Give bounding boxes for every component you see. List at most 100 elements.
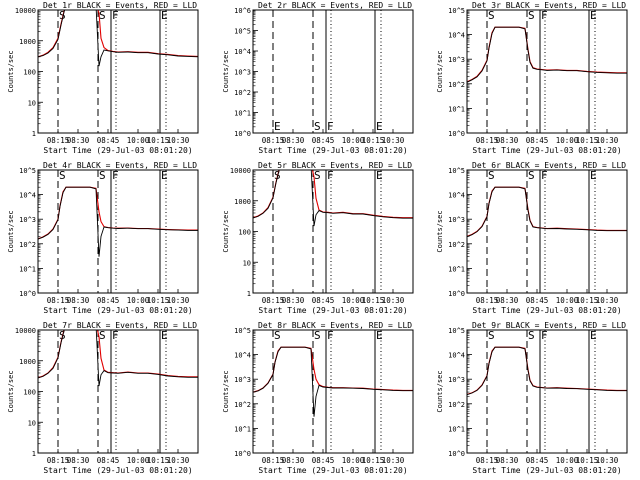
panel-title: Det 5r BLACK = Events, RED = LLD — [258, 161, 412, 170]
marker-label: S — [528, 329, 535, 342]
y-tick-label: 10^4 — [234, 48, 251, 56]
panel-p8: Det 8r BLACK = Events, RED = LLD 10^0 10^1… — [222, 321, 414, 475]
x-tick-label: 08:15 — [262, 456, 285, 465]
y-tick-label: 10^4 — [19, 192, 36, 200]
x-axis-label: Start Time (29-Jul-03 08:01:20) — [472, 146, 621, 155]
marker-label: F — [541, 169, 548, 182]
x-tick-label: 10:30 — [167, 456, 190, 465]
panel-title: Det 6r BLACK = Events, RED = LLD — [472, 161, 626, 170]
panel-title: Det 2r BLACK = Events, RED = LLD — [258, 1, 412, 10]
x-tick-label: 08:15 — [476, 136, 499, 145]
y-tick-label: 10^5 — [448, 167, 465, 175]
y-tick-label: 10^5 — [234, 327, 251, 335]
x-tick-label: 10:00 — [127, 296, 150, 305]
x-tick-label: 08:15 — [262, 136, 285, 145]
marker-label: S — [528, 169, 535, 182]
plot-frame — [252, 9, 414, 134]
marker-label: E — [590, 9, 597, 22]
y-tick-label: 10^5 — [448, 7, 465, 15]
panel-title: Det 7r BLACK = Events, RED = LLD — [43, 321, 197, 330]
marker-label: F — [541, 9, 548, 22]
panel-p7: Det 7r BLACK = Events, RED = LLD 1 10 100 10… — [7, 321, 199, 475]
marker-label: S — [99, 329, 106, 342]
x-tick-label: 08:15 — [476, 456, 499, 465]
marker-label: S — [488, 329, 495, 342]
marker-label: S — [99, 9, 106, 22]
marker-label: E — [376, 120, 383, 133]
x-tick-label: 08:15 — [47, 456, 70, 465]
y-tick-label: 1 — [247, 290, 251, 298]
plot-frame — [466, 9, 628, 134]
y-tick-label: 10^2 — [234, 89, 251, 97]
y-tick-label: 10^3 — [448, 56, 465, 64]
panel-p5: Det 5r BLACK = Events, RED = LLD 1 10 100 10… — [222, 161, 414, 315]
marker-label: S — [314, 329, 321, 342]
x-tick-label: 10:00 — [342, 296, 365, 305]
y-tick-label: 10^1 — [448, 425, 465, 433]
x-tick-label: 08:30 — [496, 296, 519, 305]
y-axis-label: Counts/sec — [436, 210, 444, 252]
x-tick-label: 10:00 — [127, 136, 150, 145]
marker-label: E — [590, 329, 597, 342]
x-tick-label: 08:45 — [526, 136, 549, 145]
x-tick-label: 08:30 — [282, 456, 305, 465]
x-tick-label: 10:00 — [556, 456, 579, 465]
x-tick-label: 10:00 — [342, 456, 365, 465]
x-tick-label: 10:30 — [382, 296, 405, 305]
panel-p2: Det 2r BLACK = Events, RED = LLD 10^0 10^1… — [222, 1, 414, 155]
marker-label: S — [488, 9, 495, 22]
x-tick-label: 10:30 — [596, 456, 619, 465]
marker-label: S — [59, 169, 66, 182]
x-tick-label: 10:15 — [362, 296, 385, 305]
marker-label: S — [314, 169, 321, 182]
y-tick-label: 1000 — [234, 198, 251, 206]
y-tick-label: 10^0 — [234, 450, 251, 458]
x-tick-label: 08:45 — [312, 136, 335, 145]
marker-label: S — [274, 329, 281, 342]
y-tick-label: 10^4 — [234, 352, 251, 360]
y-tick-label: 100 — [23, 389, 36, 397]
y-tick-label: 10^1 — [448, 265, 465, 273]
y-axis-label: Counts/sec — [436, 370, 444, 412]
series-line-events — [253, 170, 413, 227]
y-tick-label: 100 — [23, 69, 36, 77]
x-tick-label: 10:30 — [167, 296, 190, 305]
panel-title: Det 3r BLACK = Events, RED = LLD — [472, 1, 626, 10]
plot-frame — [37, 329, 199, 454]
x-tick-label: 10:00 — [556, 136, 579, 145]
y-axis-label: Counts/sec — [222, 210, 230, 252]
series-line-lld — [38, 186, 198, 240]
x-tick-label: 08:30 — [496, 456, 519, 465]
panel-p6: Det 6r BLACK = Events, RED = LLD 10^0 10^1… — [436, 161, 628, 315]
x-tick-label: 10:30 — [596, 136, 619, 145]
y-tick-label: 10^4 — [448, 32, 465, 40]
y-axis-label: Counts/sec — [222, 50, 230, 92]
x-tick-label: 08:30 — [496, 136, 519, 145]
y-axis-label: Counts/sec — [222, 370, 230, 412]
series-line-events — [467, 26, 627, 83]
panel-title: Det 9r BLACK = Events, RED = LLD — [472, 321, 626, 330]
y-tick-label: 10^2 — [448, 241, 465, 249]
marker-label: S — [99, 169, 106, 182]
panel-title: Det 1r BLACK = Events, RED = LLD — [43, 1, 197, 10]
y-tick-label: 10^0 — [448, 290, 465, 298]
y-tick-label: 10^1 — [234, 110, 251, 118]
series-line-events — [38, 186, 198, 257]
marker-label: E — [590, 169, 597, 182]
y-tick-label: 100 — [238, 229, 251, 237]
x-tick-label: 08:30 — [67, 136, 90, 145]
x-tick-label: 08:45 — [312, 296, 335, 305]
x-tick-label: 10:00 — [556, 296, 579, 305]
y-axis-label: Counts/sec — [7, 370, 15, 412]
marker-label: E — [161, 169, 168, 182]
marker-label: E — [161, 9, 168, 22]
marker-label: E — [376, 169, 383, 182]
x-axis-label: Start Time (29-Jul-03 08:01:20) — [43, 306, 192, 315]
x-tick-label: 10:15 — [147, 456, 170, 465]
series-line-events — [467, 186, 627, 238]
y-tick-label: 10^2 — [448, 401, 465, 409]
series-line-events — [253, 346, 413, 417]
y-tick-label: 10^3 — [234, 376, 251, 384]
y-tick-label: 10000 — [15, 7, 36, 15]
